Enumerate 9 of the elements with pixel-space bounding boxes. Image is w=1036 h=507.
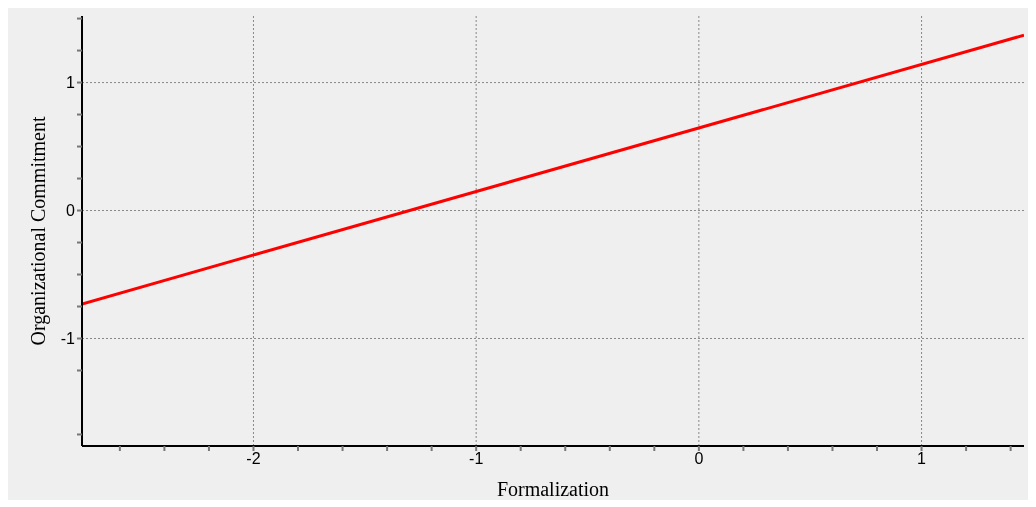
- x-tick-label: -2: [246, 450, 261, 468]
- y-tick-label: 1: [66, 74, 76, 92]
- x-axis-title: Formalization: [496, 478, 610, 500]
- x-tick-label: -1: [469, 450, 484, 468]
- y-tick-label: 0: [66, 202, 76, 220]
- y-axis-title: Organizational Commitment: [27, 116, 51, 346]
- x-tick-label: 0: [694, 450, 704, 468]
- x-tick-label: 1: [917, 450, 927, 468]
- y-tick-label: -1: [60, 330, 76, 348]
